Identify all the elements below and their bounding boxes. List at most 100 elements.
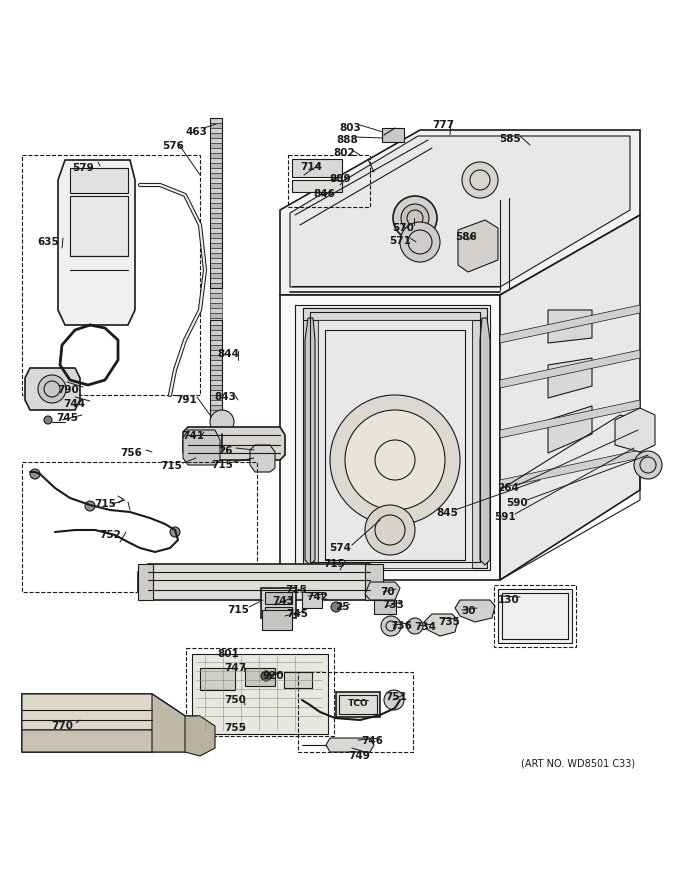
Bar bbox=[210, 183, 222, 188]
Bar bbox=[210, 228, 222, 233]
Bar bbox=[502, 593, 568, 639]
Bar bbox=[210, 378, 222, 383]
Text: 844: 844 bbox=[217, 349, 239, 359]
Bar bbox=[210, 380, 222, 385]
Polygon shape bbox=[326, 738, 374, 752]
Bar bbox=[138, 564, 153, 600]
Text: 742: 742 bbox=[306, 592, 328, 602]
Text: 733: 733 bbox=[382, 600, 404, 610]
Bar bbox=[210, 178, 222, 183]
Text: 264: 264 bbox=[497, 483, 519, 493]
Bar bbox=[210, 415, 222, 420]
Bar bbox=[210, 405, 222, 410]
Text: 889: 889 bbox=[329, 174, 351, 184]
Bar bbox=[210, 373, 222, 378]
Bar bbox=[261, 588, 296, 618]
Polygon shape bbox=[500, 305, 640, 343]
Polygon shape bbox=[303, 308, 487, 320]
Bar bbox=[382, 128, 404, 142]
Bar bbox=[210, 118, 222, 123]
Text: 803: 803 bbox=[339, 123, 361, 133]
Circle shape bbox=[384, 690, 404, 710]
Polygon shape bbox=[455, 600, 495, 622]
Polygon shape bbox=[548, 406, 592, 453]
Bar bbox=[210, 288, 222, 293]
Bar bbox=[210, 388, 222, 393]
Polygon shape bbox=[185, 716, 215, 756]
Text: 30: 30 bbox=[462, 606, 476, 616]
Bar bbox=[22, 462, 257, 592]
Text: 741: 741 bbox=[182, 431, 204, 441]
Circle shape bbox=[400, 222, 440, 262]
Bar bbox=[210, 298, 222, 303]
Bar bbox=[210, 218, 222, 223]
Text: 756: 756 bbox=[120, 448, 142, 458]
Text: 801: 801 bbox=[217, 649, 239, 659]
Text: 745: 745 bbox=[286, 609, 308, 619]
Bar bbox=[262, 610, 292, 630]
Circle shape bbox=[210, 410, 234, 434]
Polygon shape bbox=[290, 136, 630, 287]
Bar bbox=[292, 159, 342, 177]
Polygon shape bbox=[280, 295, 500, 580]
Polygon shape bbox=[183, 430, 220, 465]
Text: 715: 715 bbox=[211, 460, 233, 470]
Text: 747: 747 bbox=[224, 663, 246, 673]
Polygon shape bbox=[318, 320, 472, 568]
Bar bbox=[210, 313, 222, 318]
Bar bbox=[288, 155, 370, 207]
Bar bbox=[210, 308, 222, 313]
Text: 715: 715 bbox=[323, 559, 345, 569]
Bar bbox=[210, 188, 222, 193]
Text: 751: 751 bbox=[385, 692, 407, 702]
Polygon shape bbox=[458, 220, 498, 272]
Bar bbox=[210, 153, 222, 158]
Bar bbox=[210, 318, 222, 323]
Bar bbox=[292, 180, 342, 192]
Polygon shape bbox=[280, 130, 640, 295]
Bar bbox=[210, 283, 222, 288]
Circle shape bbox=[44, 416, 52, 424]
Bar bbox=[210, 273, 222, 278]
Polygon shape bbox=[250, 445, 275, 472]
Bar bbox=[210, 143, 222, 148]
Text: 635: 635 bbox=[37, 237, 59, 247]
Text: 574: 574 bbox=[329, 543, 351, 553]
Bar bbox=[210, 385, 222, 390]
Bar bbox=[210, 335, 222, 340]
Bar bbox=[210, 223, 222, 228]
Polygon shape bbox=[365, 582, 400, 600]
Bar bbox=[210, 340, 222, 345]
Bar bbox=[210, 253, 222, 258]
Bar bbox=[210, 128, 222, 133]
Bar bbox=[265, 592, 292, 604]
Bar bbox=[210, 393, 222, 398]
Polygon shape bbox=[500, 350, 640, 388]
Bar bbox=[245, 668, 275, 686]
Bar bbox=[284, 672, 312, 688]
Text: 746: 746 bbox=[361, 736, 383, 746]
Text: 744: 744 bbox=[63, 399, 85, 409]
Polygon shape bbox=[22, 694, 185, 730]
Bar bbox=[210, 118, 222, 288]
Polygon shape bbox=[548, 358, 592, 398]
Bar bbox=[374, 600, 396, 614]
Circle shape bbox=[261, 671, 271, 681]
Bar bbox=[210, 123, 222, 128]
Bar bbox=[210, 138, 222, 143]
Circle shape bbox=[331, 602, 341, 612]
Text: 743: 743 bbox=[272, 596, 294, 606]
Polygon shape bbox=[22, 730, 185, 752]
Polygon shape bbox=[500, 450, 640, 488]
Bar bbox=[210, 370, 222, 375]
Bar bbox=[210, 213, 222, 218]
Bar bbox=[210, 278, 222, 283]
Bar bbox=[210, 395, 222, 400]
Bar bbox=[186, 648, 334, 736]
Text: 888: 888 bbox=[336, 135, 358, 145]
Bar bbox=[210, 400, 222, 405]
Circle shape bbox=[462, 162, 498, 198]
Polygon shape bbox=[500, 400, 640, 438]
Bar bbox=[336, 692, 380, 717]
Polygon shape bbox=[295, 305, 490, 570]
